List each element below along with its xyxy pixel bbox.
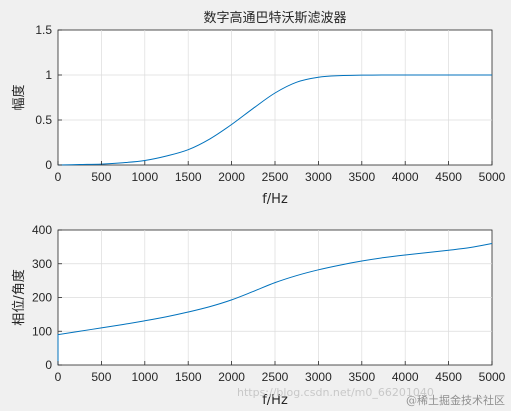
phase-x-tick-label-4500: 4500 (435, 370, 462, 384)
magnitude-x-tick-label-3000: 3000 (305, 170, 332, 184)
magnitude-x-tick-label-1000: 1000 (131, 170, 158, 184)
phase-x-ticks: 0 500 1000 1500 2000 2500 3000 3500 4000 4500 5000 (55, 361, 506, 384)
magnitude-curve (57, 74, 492, 166)
phase-x-axis-label: f/Hz (262, 393, 288, 408)
phase-grid (58, 230, 492, 365)
phase-x-tick-label-3000: 3000 (305, 370, 332, 384)
magnitude-y-ticks: 0 0.5 1 1.5 (35, 23, 62, 172)
phase-x-tick-label-1000: 1000 (131, 370, 158, 384)
magnitude-y-tick-label-0: 0 (45, 158, 52, 172)
phase-y-tick-label-3: 300 (32, 257, 52, 271)
magnitude-x-tick-label-4500: 4500 (435, 170, 462, 184)
phase-curve (57, 243, 493, 365)
magnitude-x-axis-label: f/Hz (262, 192, 288, 207)
phase-x-tick-label-3500: 3500 (348, 370, 375, 384)
phase-x-tick-label-1500: 1500 (175, 370, 202, 384)
magnitude-x-tick-label-0: 0 (55, 170, 62, 184)
magnitude-x-tick-label-2000: 2000 (218, 170, 245, 184)
magnitude-title: 数字高通巴特沃斯滤波器 (203, 10, 346, 26)
magnitude-x-tick-label-5000: 5000 (479, 170, 506, 184)
magnitude-x-ticks: 0 500 1000 1500 2000 2500 3000 3500 4000 4500 5000 (55, 161, 506, 184)
phase-x-tick-label-500: 500 (91, 370, 111, 384)
community-watermark: @稀土掘金技术社区 (406, 393, 505, 407)
phase-y-axis-label: 相位/角度 (11, 269, 27, 325)
magnitude-x-tick-label-500: 500 (91, 170, 111, 184)
phase-plot: 0 500 1000 1500 2000 2500 3000 3500 4000 4500 5000… (11, 223, 506, 408)
phase-y-ticks: 0 100 200 300 400 (32, 223, 62, 372)
magnitude-x-tick-label-3500: 3500 (348, 170, 375, 184)
magnitude-x-tick-label-1500: 1500 (175, 170, 202, 184)
magnitude-y-tick-label-3: 1.5 (35, 23, 52, 37)
phase-y-tick-label-4: 400 (32, 223, 52, 237)
phase-x-tick-label-0: 0 (55, 370, 62, 384)
phase-y-tick-label-1: 100 (32, 324, 52, 338)
phase-x-tick-label-4000: 4000 (392, 370, 419, 384)
magnitude-plot: 0 500 1000 1500 2000 2500 3000 3500 4000 4500 5000… (11, 10, 506, 207)
phase-x-tick-label-2000: 2000 (218, 370, 245, 384)
magnitude-y-tick-label-2: 1 (45, 68, 52, 82)
phase-x-tick-label-5000: 5000 (479, 370, 506, 384)
phase-y-tick-label-2: 200 (32, 291, 52, 305)
magnitude-x-tick-label-2500: 2500 (262, 170, 289, 184)
magnitude-y-tick-label-1: 0.5 (35, 113, 52, 127)
blog-url-watermark: https://blog.csdn.net/m0_66201040 (237, 386, 434, 399)
magnitude-y-axis-label: 幅度 (11, 84, 27, 110)
magnitude-x-tick-label-4000: 4000 (392, 170, 419, 184)
phase-x-tick-label-2500: 2500 (262, 370, 289, 384)
phase-y-tick-label-0: 0 (45, 358, 52, 372)
